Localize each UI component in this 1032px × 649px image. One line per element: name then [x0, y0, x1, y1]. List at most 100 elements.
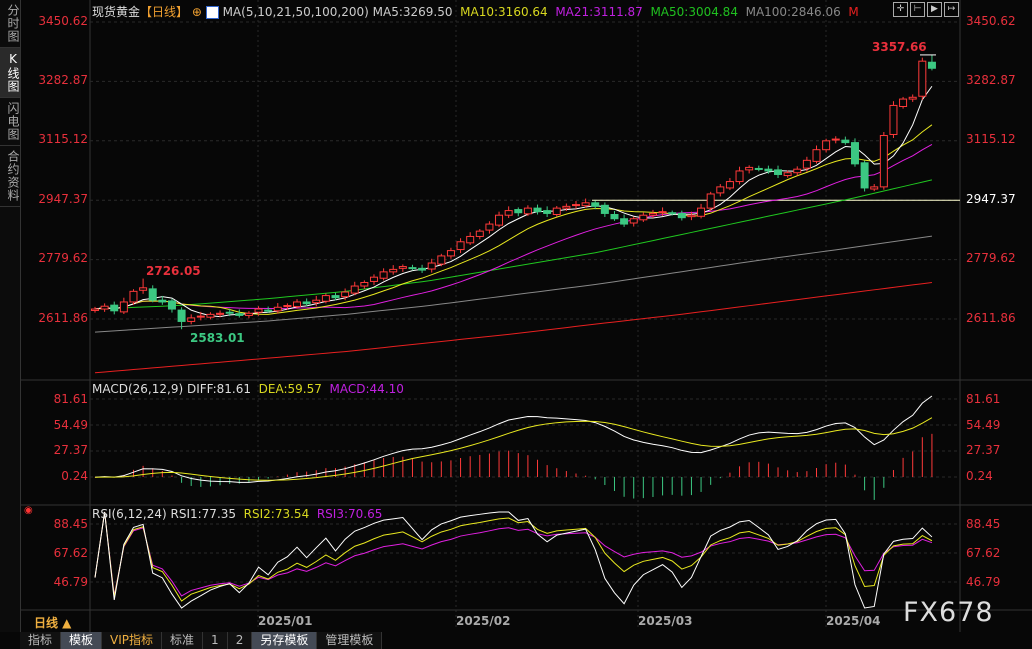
- tab-2[interactable]: 2: [228, 632, 253, 649]
- rsi2-line: [94, 511, 933, 602]
- candle-down: [264, 309, 273, 312]
- candle-up: [456, 241, 465, 251]
- tab-contract-info[interactable]: 合约资料: [0, 146, 20, 207]
- candle-up: [870, 186, 879, 190]
- crosshair-icon[interactable]: ✛: [893, 2, 908, 17]
- diff-line: [94, 395, 933, 483]
- candle-up: [216, 312, 225, 315]
- sidebar: 分时图 K线图 闪电图 合约资料: [0, 0, 21, 632]
- candle-up: [379, 271, 388, 279]
- macd-header: MACD(26,12,9) DIFF:81.61 DEA:59.57 MACD:…: [92, 382, 404, 396]
- candle-up: [581, 202, 590, 207]
- candle-down: [543, 210, 552, 214]
- candle-down: [148, 288, 157, 301]
- price-axis-label: 2779.62: [38, 251, 88, 265]
- candle-up: [908, 96, 917, 100]
- ma10-line: [94, 124, 933, 315]
- tab-templates[interactable]: 模板: [61, 632, 103, 649]
- ma21-value: MA21:3111.87: [555, 5, 643, 19]
- candle-up: [254, 308, 263, 313]
- tab-indicators[interactable]: 指标: [20, 632, 62, 649]
- candle-up: [196, 315, 205, 318]
- tab-intraday[interactable]: 分时图: [0, 0, 20, 48]
- candle-down: [418, 267, 427, 271]
- candle-up: [745, 166, 754, 171]
- price-axis-label-right: 2947.37: [966, 192, 1016, 206]
- candle-up: [658, 211, 667, 214]
- candle-up: [735, 170, 744, 183]
- play-icon[interactable]: ▶: [927, 2, 942, 17]
- candle-up: [552, 207, 561, 216]
- ma-more[interactable]: M: [848, 5, 859, 19]
- rsi1-line: [94, 511, 933, 609]
- shift-right-icon[interactable]: ↦: [944, 2, 959, 17]
- price-axis-label-right: 3450.62: [966, 14, 1016, 28]
- candle-down: [302, 301, 311, 305]
- rsi-axis-label-right: 88.45: [966, 517, 1001, 531]
- price-axis-label: 2947.37: [38, 192, 88, 206]
- ma-params: MA(5,10,21,50,100,200): [222, 5, 369, 19]
- candle-up: [697, 207, 706, 217]
- macd-axis-label-right: 27.37: [966, 443, 1001, 457]
- indicator-chart-icon[interactable]: [205, 6, 219, 19]
- macd-axis-label: 81.61: [53, 392, 88, 406]
- candle-up: [119, 301, 128, 313]
- tab-manage-templates[interactable]: 管理模板: [317, 632, 383, 649]
- tab-flash[interactable]: 闪电图: [0, 98, 20, 146]
- tab-1[interactable]: 1: [203, 632, 228, 649]
- candle-up: [187, 317, 196, 322]
- candle-up: [725, 181, 734, 189]
- candle-up: [504, 210, 513, 216]
- macd-params: MACD(26,12,9): [92, 382, 184, 396]
- candle-up: [293, 301, 302, 308]
- candle-up: [129, 290, 138, 303]
- tab-save-template[interactable]: 另存模板: [252, 632, 318, 649]
- candle-up: [572, 204, 580, 207]
- date-label: 2025/04: [826, 614, 881, 628]
- macd-axis-label: 27.37: [53, 443, 88, 457]
- candle-up: [639, 214, 648, 221]
- macd-dea: DEA:59.57: [258, 382, 322, 396]
- chart-header: 现货黄金【日线】 ⊕ MA(5,10,21,50,100,200) MA5:32…: [92, 3, 859, 20]
- candle-up: [918, 60, 927, 97]
- alert-indicator-icon[interactable]: ◉: [24, 505, 33, 516]
- rsi3-line: [94, 511, 933, 597]
- candle-down: [331, 295, 340, 299]
- candle-up: [389, 268, 398, 273]
- high-annotation: 3357.66: [872, 40, 927, 54]
- candle-up: [312, 299, 321, 304]
- candle-down: [860, 162, 869, 189]
- candle-down: [610, 214, 619, 220]
- period-selector[interactable]: 日线 ▲: [34, 616, 72, 630]
- instrument-name: 现货黄金: [92, 5, 141, 19]
- price-axis-label: 3450.62: [38, 14, 88, 28]
- candle-up: [350, 285, 359, 294]
- date-label: 2025/03: [638, 614, 693, 628]
- ma50-line: [94, 179, 933, 310]
- tab-vip-indicators[interactable]: VIP指标: [102, 632, 163, 649]
- macd-axis-label: 54.49: [53, 418, 88, 432]
- candle-up: [687, 214, 696, 218]
- settings-icon[interactable]: ⊕: [191, 5, 202, 19]
- candle-up: [783, 172, 792, 177]
- rsi-axis-label: 88.45: [53, 517, 88, 531]
- candle-up: [139, 287, 148, 291]
- ma50-value: MA50:3004.84: [650, 5, 738, 19]
- bottom-tab-bar: 指标 模板 VIP指标 标准 1 2 另存模板 管理模板: [20, 632, 383, 649]
- rsi-axis-label-right: 67.62: [966, 546, 1001, 560]
- rsi-axis-label: 46.79: [53, 575, 88, 589]
- candle-up: [562, 205, 571, 209]
- candle-up: [716, 186, 725, 194]
- tab-standard[interactable]: 标准: [162, 632, 204, 649]
- candle-up: [398, 266, 407, 269]
- candle-up: [831, 138, 840, 141]
- candle-up: [466, 235, 475, 244]
- period-label: 【日线】: [140, 5, 189, 19]
- candle-up: [812, 149, 821, 162]
- tab-kline[interactable]: K线图: [0, 48, 20, 98]
- candle-down: [850, 142, 859, 165]
- candle-up: [879, 135, 888, 188]
- candle-up: [793, 168, 802, 174]
- zoom-range-icon[interactable]: ⊢: [910, 2, 925, 17]
